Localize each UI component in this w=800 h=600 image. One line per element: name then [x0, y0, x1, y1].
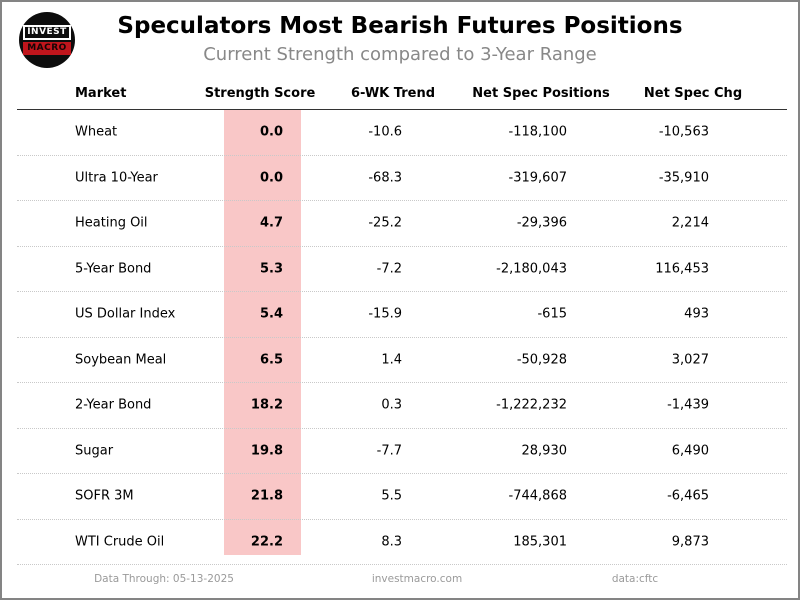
column-header-net-spec-positions: Net Spec Positions [472, 86, 610, 101]
net-spec-chg: -10,563 [658, 124, 709, 140]
net-spec-positions: -1,222,232 [496, 397, 567, 413]
strength-score: 19.8 [250, 443, 283, 459]
footer-data-source: data:cftc [611, 573, 659, 585]
six-week-trend: -68.3 [368, 170, 402, 186]
six-week-trend: -25.2 [368, 215, 402, 231]
net-spec-positions: -50,928 [516, 352, 567, 368]
net-spec-positions: -118,100 [508, 124, 567, 140]
net-spec-chg: 116,453 [655, 261, 709, 277]
page-subtitle: Current Strength compared to 3-Year Rang… [203, 44, 597, 65]
table-row: 5-Year Bond 5.3 -7.2 -2,180,043 116,453 [17, 247, 787, 292]
investmacro-logo-icon: INVEST MACRO [19, 12, 75, 68]
six-week-trend: 8.3 [381, 534, 402, 550]
table-row: SOFR 3M 21.8 5.5 -744,868 -6,465 [17, 474, 787, 520]
table-row: Heating Oil 4.7 -25.2 -29,396 2,214 [17, 201, 787, 247]
six-week-trend: -7.2 [376, 261, 402, 277]
net-spec-chg: 3,027 [671, 352, 709, 368]
market-name: SOFR 3M [75, 488, 134, 504]
column-header-6wk-trend: 6-WK Trend [350, 86, 436, 101]
column-header-market: Market [75, 86, 127, 101]
strength-score: 22.2 [250, 534, 283, 550]
strength-score: 18.2 [250, 397, 283, 413]
market-name: 2-Year Bond [75, 397, 152, 413]
table-row: Sugar 19.8 -7.7 28,930 6,490 [17, 429, 787, 474]
net-spec-positions: 185,301 [513, 534, 567, 550]
six-week-trend: -15.9 [368, 306, 402, 322]
logo-invest-text: INVEST [23, 25, 71, 40]
market-name: Wheat [75, 124, 118, 140]
strength-score: 4.7 [259, 215, 283, 231]
strength-score: 6.5 [259, 352, 283, 368]
strength-score: 5.3 [259, 261, 283, 277]
net-spec-chg: -6,465 [667, 488, 709, 504]
net-spec-positions: -29,396 [516, 215, 567, 231]
market-name: US Dollar Index [75, 306, 176, 322]
net-spec-chg: -1,439 [667, 397, 709, 413]
column-header-net-spec-chg: Net Spec Chg [643, 86, 743, 101]
market-name: 5-Year Bond [75, 261, 152, 277]
table-header-row: Market Strength Score 6-WK Trend Net Spe… [17, 82, 787, 110]
six-week-trend: 0.3 [381, 397, 402, 413]
table-row: Soybean Meal 6.5 1.4 -50,928 3,027 [17, 338, 787, 383]
net-spec-chg: 9,873 [671, 534, 709, 550]
table-row: US Dollar Index 5.4 -15.9 -615 493 [17, 292, 787, 338]
six-week-trend: -7.7 [376, 443, 402, 459]
market-name: Heating Oil [75, 215, 148, 231]
page-title: Speculators Most Bearish Futures Positio… [117, 13, 683, 39]
net-spec-chg: -35,910 [658, 170, 709, 186]
net-spec-positions: -2,180,043 [496, 261, 567, 277]
six-week-trend: 1.4 [381, 352, 402, 368]
market-name: WTI Crude Oil [75, 534, 165, 550]
footer-website: investmacro.com [371, 573, 463, 585]
net-spec-chg: 2,214 [671, 215, 709, 231]
table-row: Wheat 0.0 -10.6 -118,100 -10,563 [17, 110, 787, 156]
column-header-strength-score: Strength Score [204, 86, 316, 101]
table-body: Wheat 0.0 -10.6 -118,100 -10,563 Ultra 1… [17, 110, 787, 565]
six-week-trend: -10.6 [368, 124, 402, 140]
net-spec-positions: -319,607 [508, 170, 567, 186]
market-name: Ultra 10-Year [75, 170, 158, 186]
table-row: WTI Crude Oil 22.2 8.3 185,301 9,873 [17, 520, 787, 565]
net-spec-positions: -615 [537, 306, 567, 322]
net-spec-chg: 493 [684, 306, 709, 322]
strength-score-highlight-column [224, 110, 301, 555]
six-week-trend: 5.5 [381, 488, 402, 504]
strength-score: 5.4 [259, 306, 283, 322]
logo-macro-text: MACRO [23, 42, 71, 55]
net-spec-chg: 6,490 [671, 443, 709, 459]
strength-score: 21.8 [250, 488, 283, 504]
net-spec-positions: 28,930 [521, 443, 568, 459]
footer-data-through: Data Through: 05-13-2025 [94, 573, 234, 585]
net-spec-positions: -744,868 [508, 488, 567, 504]
market-name: Sugar [75, 443, 114, 459]
strength-score: 0.0 [259, 124, 283, 140]
strength-score: 0.0 [259, 170, 283, 186]
futures-positions-table: Market Strength Score 6-WK Trend Net Spe… [17, 82, 787, 565]
table-row: Ultra 10-Year 0.0 -68.3 -319,607 -35,910 [17, 156, 787, 201]
market-name: Soybean Meal [75, 352, 167, 368]
table-row: 2-Year Bond 18.2 0.3 -1,222,232 -1,439 [17, 383, 787, 429]
